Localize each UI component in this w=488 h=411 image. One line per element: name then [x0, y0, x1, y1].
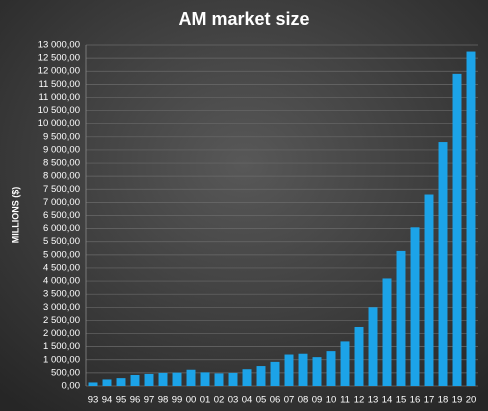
bar [88, 382, 98, 386]
y-tick-label: 6 500,00 [43, 210, 80, 221]
x-tick-label: 96 [130, 395, 141, 406]
bar [354, 326, 364, 386]
bar [270, 361, 280, 386]
y-tick-label: 4 500,00 [43, 262, 80, 273]
bar [438, 142, 448, 386]
bar [256, 366, 266, 386]
x-tick-label: 03 [228, 395, 239, 406]
x-tick-label: 98 [158, 395, 169, 406]
y-tick-label: 7 500,00 [43, 184, 80, 195]
x-tick-label: 12 [354, 395, 365, 406]
y-tick-label: 8 000,00 [43, 171, 80, 182]
x-tick-label: 15 [396, 395, 407, 406]
y-tick-label: 8 500,00 [43, 158, 80, 169]
x-tick-label: 20 [466, 395, 477, 406]
chart-title: AM market size [178, 9, 309, 29]
x-tick-label: 17 [424, 395, 435, 406]
x-tick-label: 14 [382, 395, 393, 406]
y-tick-label: 9 000,00 [43, 144, 80, 155]
x-tick-label: 13 [368, 395, 379, 406]
y-tick-label: 10 000,00 [38, 118, 80, 129]
x-tick-label: 16 [410, 395, 421, 406]
bar [298, 353, 308, 386]
x-tick-label: 06 [270, 395, 281, 406]
bar [228, 372, 238, 386]
x-tick-label: 10 [326, 395, 337, 406]
y-tick-label: 0,00 [62, 381, 81, 392]
bar [130, 374, 140, 386]
x-tick-label: 11 [340, 395, 350, 406]
y-tick-label: 3 500,00 [43, 289, 80, 300]
y-tick-label: 5 000,00 [43, 249, 80, 260]
x-tick-label: 94 [102, 395, 113, 406]
bar [382, 278, 392, 386]
bar [102, 379, 112, 386]
x-tick-label: 93 [88, 395, 99, 406]
y-tick-label: 2 000,00 [43, 328, 80, 339]
x-tick-label: 00 [186, 395, 197, 406]
bar [424, 194, 434, 386]
bar [452, 73, 462, 386]
bar [368, 307, 378, 386]
y-tick-label: 1 500,00 [43, 341, 80, 352]
bar [410, 227, 420, 386]
bar [284, 354, 294, 386]
y-tick-label: 10 500,00 [38, 105, 80, 116]
x-tick-label: 97 [144, 395, 155, 406]
bar [466, 51, 476, 387]
bar [312, 357, 322, 386]
x-tick-label: 04 [242, 395, 253, 406]
y-axis-label: MILLIONS ($) [10, 187, 20, 244]
bar [326, 351, 336, 386]
x-tick-label: 19 [452, 395, 463, 406]
bar [242, 369, 252, 386]
bar [396, 250, 406, 386]
x-tick-label: 07 [284, 395, 295, 406]
bar [116, 378, 126, 386]
y-tick-label: 12 000,00 [38, 66, 80, 77]
y-tick-label: 13 000,00 [38, 40, 80, 51]
y-tick-label: 2 500,00 [43, 315, 80, 326]
bar [200, 372, 210, 386]
y-tick-label: 9 500,00 [43, 131, 80, 142]
y-tick-label: 4 000,00 [43, 276, 80, 287]
x-tick-label: 01 [200, 395, 211, 406]
y-tick-label: 11 500,00 [38, 79, 80, 90]
y-tick-label: 500,00 [51, 367, 80, 378]
bar [186, 369, 196, 386]
x-tick-label: 09 [312, 395, 323, 406]
y-tick-label: 6 000,00 [43, 223, 80, 234]
x-tick-label: 99 [172, 395, 183, 406]
x-tick-label: 18 [438, 395, 449, 406]
bar [214, 373, 224, 386]
y-tick-label: 5 500,00 [43, 236, 80, 247]
bar [144, 373, 154, 386]
x-tick-label: 95 [116, 395, 127, 406]
y-tick-label: 1 000,00 [43, 354, 80, 365]
y-tick-label: 3 000,00 [43, 302, 80, 313]
x-tick-label: 02 [214, 395, 225, 406]
bar [340, 341, 350, 386]
x-tick-label: 08 [298, 395, 309, 406]
y-tick-label: 7 000,00 [43, 197, 80, 208]
bar [172, 372, 182, 386]
bar [158, 372, 168, 386]
y-tick-label: 12 500,00 [38, 53, 80, 64]
y-tick-label: 11 000,00 [38, 92, 80, 103]
x-tick-label: 05 [256, 395, 267, 406]
